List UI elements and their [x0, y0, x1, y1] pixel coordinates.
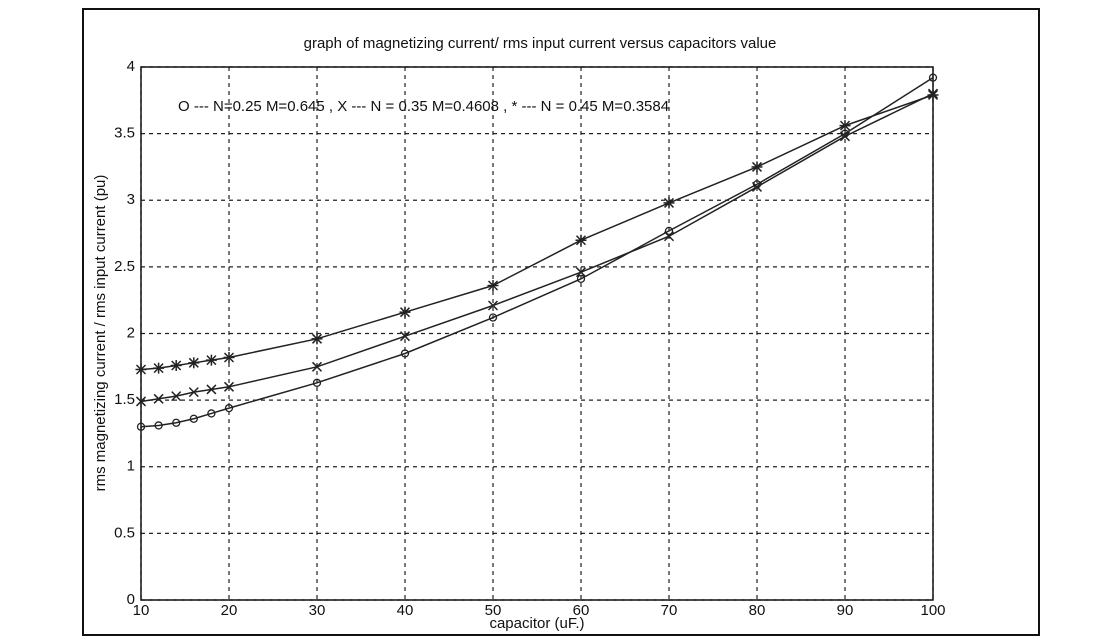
data-point: [188, 387, 199, 398]
marker-stroke: [135, 396, 147, 407]
data-point: [206, 384, 217, 395]
x-tick-label: 10: [133, 602, 150, 619]
series-line: [140, 94, 934, 371]
y-tick-label: 2.5: [114, 258, 135, 275]
data-point: [487, 300, 499, 311]
data-point: [188, 357, 200, 369]
data-point: [575, 267, 587, 278]
marker-stroke: [751, 181, 763, 192]
marker-circle: [488, 313, 498, 322]
marker-stroke: [223, 381, 235, 392]
y-tick-label: 3: [127, 191, 135, 208]
data-point: [154, 421, 163, 430]
data-point: [153, 393, 164, 404]
data-point: [207, 409, 216, 418]
x-tick-label: 50: [485, 602, 502, 619]
data-point: [839, 131, 851, 142]
marker-circle: [136, 422, 146, 431]
marker-stroke: [399, 331, 411, 342]
data-point: [751, 181, 763, 192]
x-tick-label: 40: [397, 602, 414, 619]
marker-circle: [928, 73, 938, 82]
marker-circle: [312, 378, 322, 387]
marker-circle: [400, 349, 410, 358]
data-point: [487, 280, 499, 292]
data-point: [663, 197, 675, 209]
data-point: [223, 381, 235, 392]
data-point: [153, 362, 165, 374]
data-point: [189, 414, 198, 423]
data-point: [136, 422, 146, 431]
marker-circle: [189, 414, 198, 423]
marker-stroke: [487, 300, 499, 311]
data-point: [135, 396, 147, 407]
y-tick-label: 4: [127, 58, 135, 75]
data-point: [224, 403, 234, 413]
marker-stroke: [575, 267, 587, 278]
data-point: [927, 89, 939, 101]
x-tick-label: 100: [920, 602, 945, 619]
data-point: [205, 354, 217, 366]
data-point: [399, 306, 411, 318]
marker-stroke: [171, 391, 182, 402]
y-tick-label: 0.5: [114, 524, 135, 541]
marker-circle: [154, 421, 163, 430]
data-point: [839, 120, 851, 132]
marker-circle: [224, 403, 234, 413]
x-tick-label: 30: [309, 602, 326, 619]
data-point: [663, 231, 675, 242]
data-point: [311, 361, 323, 372]
x-tick-label: 80: [749, 602, 766, 619]
marker-stroke: [839, 131, 851, 142]
data-point: [170, 359, 182, 371]
data-point: [312, 378, 322, 387]
marker-circle: [207, 409, 216, 418]
data-point: [223, 351, 235, 363]
x-axis-label: capacitor (uF.): [489, 615, 584, 632]
data-point: [928, 73, 938, 82]
annotation: O --- N=0.25 M=0.645 , X --- N = 0.35 M=…: [178, 98, 669, 115]
frame: [82, 8, 1040, 636]
data-point: [400, 349, 410, 358]
x-tick-label: 90: [837, 602, 854, 619]
data-point: [664, 226, 674, 236]
series-line: [140, 77, 934, 428]
marker-circle: [664, 226, 674, 236]
data-point: [172, 418, 181, 427]
data-point: [135, 363, 147, 375]
x-tick-label: 60: [573, 602, 590, 619]
marker-circle: [576, 274, 586, 284]
data-point: [488, 313, 498, 322]
marker-stroke: [188, 387, 199, 398]
chart-title: graph of magnetizing current/ rms input …: [304, 35, 777, 52]
plot-area: [140, 66, 934, 601]
y-tick-label: 2: [127, 324, 135, 341]
data-point: [751, 161, 763, 173]
y-tick-label: 0: [127, 591, 135, 608]
data-point: [311, 333, 323, 345]
marker-circle: [172, 418, 181, 427]
data-point: [576, 274, 586, 284]
data-point: [575, 234, 587, 246]
series-line: [140, 92, 934, 403]
y-axis-label: rms magnetizing current / rms input curr…: [92, 175, 109, 492]
marker-stroke: [153, 393, 164, 404]
x-tick-label: 20: [221, 602, 238, 619]
data-point: [399, 331, 411, 342]
marker-stroke: [206, 384, 217, 395]
data-point: [171, 391, 182, 402]
y-tick-label: 1: [127, 458, 135, 475]
y-tick-label: 3.5: [114, 125, 135, 142]
marker-stroke: [663, 231, 675, 242]
x-tick-label: 70: [661, 602, 678, 619]
y-tick-label: 1.5: [114, 391, 135, 408]
marker-stroke: [311, 361, 323, 372]
